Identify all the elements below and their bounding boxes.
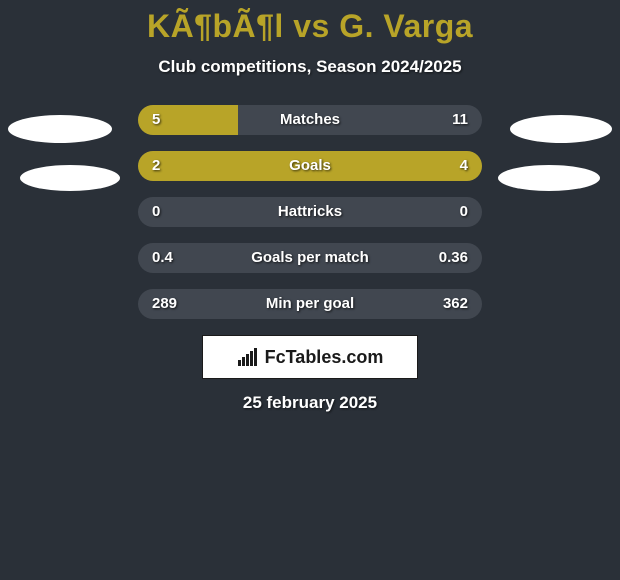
stat-right-value: 4 [460, 151, 468, 181]
stat-label: Hattricks [138, 197, 482, 227]
bar-chart-icon [237, 348, 261, 366]
player-right-ellipse-2 [498, 165, 600, 191]
stat-right-value: 11 [452, 105, 468, 135]
page-title: KÃ¶bÃ¶l vs G. Varga [0, 8, 620, 45]
stat-row-min-per-goal: 289 Min per goal 362 [138, 289, 482, 319]
stat-row-hattricks: 0 Hattricks 0 [138, 197, 482, 227]
player-right-ellipse-1 [510, 115, 612, 143]
stat-row-matches: 5 Matches 11 [138, 105, 482, 135]
stats-area: 5 Matches 11 2 Goals 4 0 Hattricks 0 [0, 105, 620, 319]
logo-box: FcTables.com [202, 335, 418, 379]
stat-bars: 5 Matches 11 2 Goals 4 0 Hattricks 0 [138, 105, 482, 319]
logo: FcTables.com [237, 347, 384, 368]
stat-right-value: 0.36 [439, 243, 468, 273]
logo-text: FcTables.com [265, 347, 384, 368]
stat-label: Goals per match [138, 243, 482, 273]
stat-label: Min per goal [138, 289, 482, 319]
stat-right-value: 0 [460, 197, 468, 227]
stat-label: Matches [138, 105, 482, 135]
comparison-widget: KÃ¶bÃ¶l vs G. Varga Club competitions, S… [0, 0, 620, 413]
stat-row-goals: 2 Goals 4 [138, 151, 482, 181]
subtitle: Club competitions, Season 2024/2025 [0, 57, 620, 77]
player-left-ellipse-1 [8, 115, 112, 143]
date-line: 25 february 2025 [0, 393, 620, 413]
stat-right-value: 362 [443, 289, 468, 319]
stat-label: Goals [138, 151, 482, 181]
player-left-ellipse-2 [20, 165, 120, 191]
stat-row-goals-per-match: 0.4 Goals per match 0.36 [138, 243, 482, 273]
